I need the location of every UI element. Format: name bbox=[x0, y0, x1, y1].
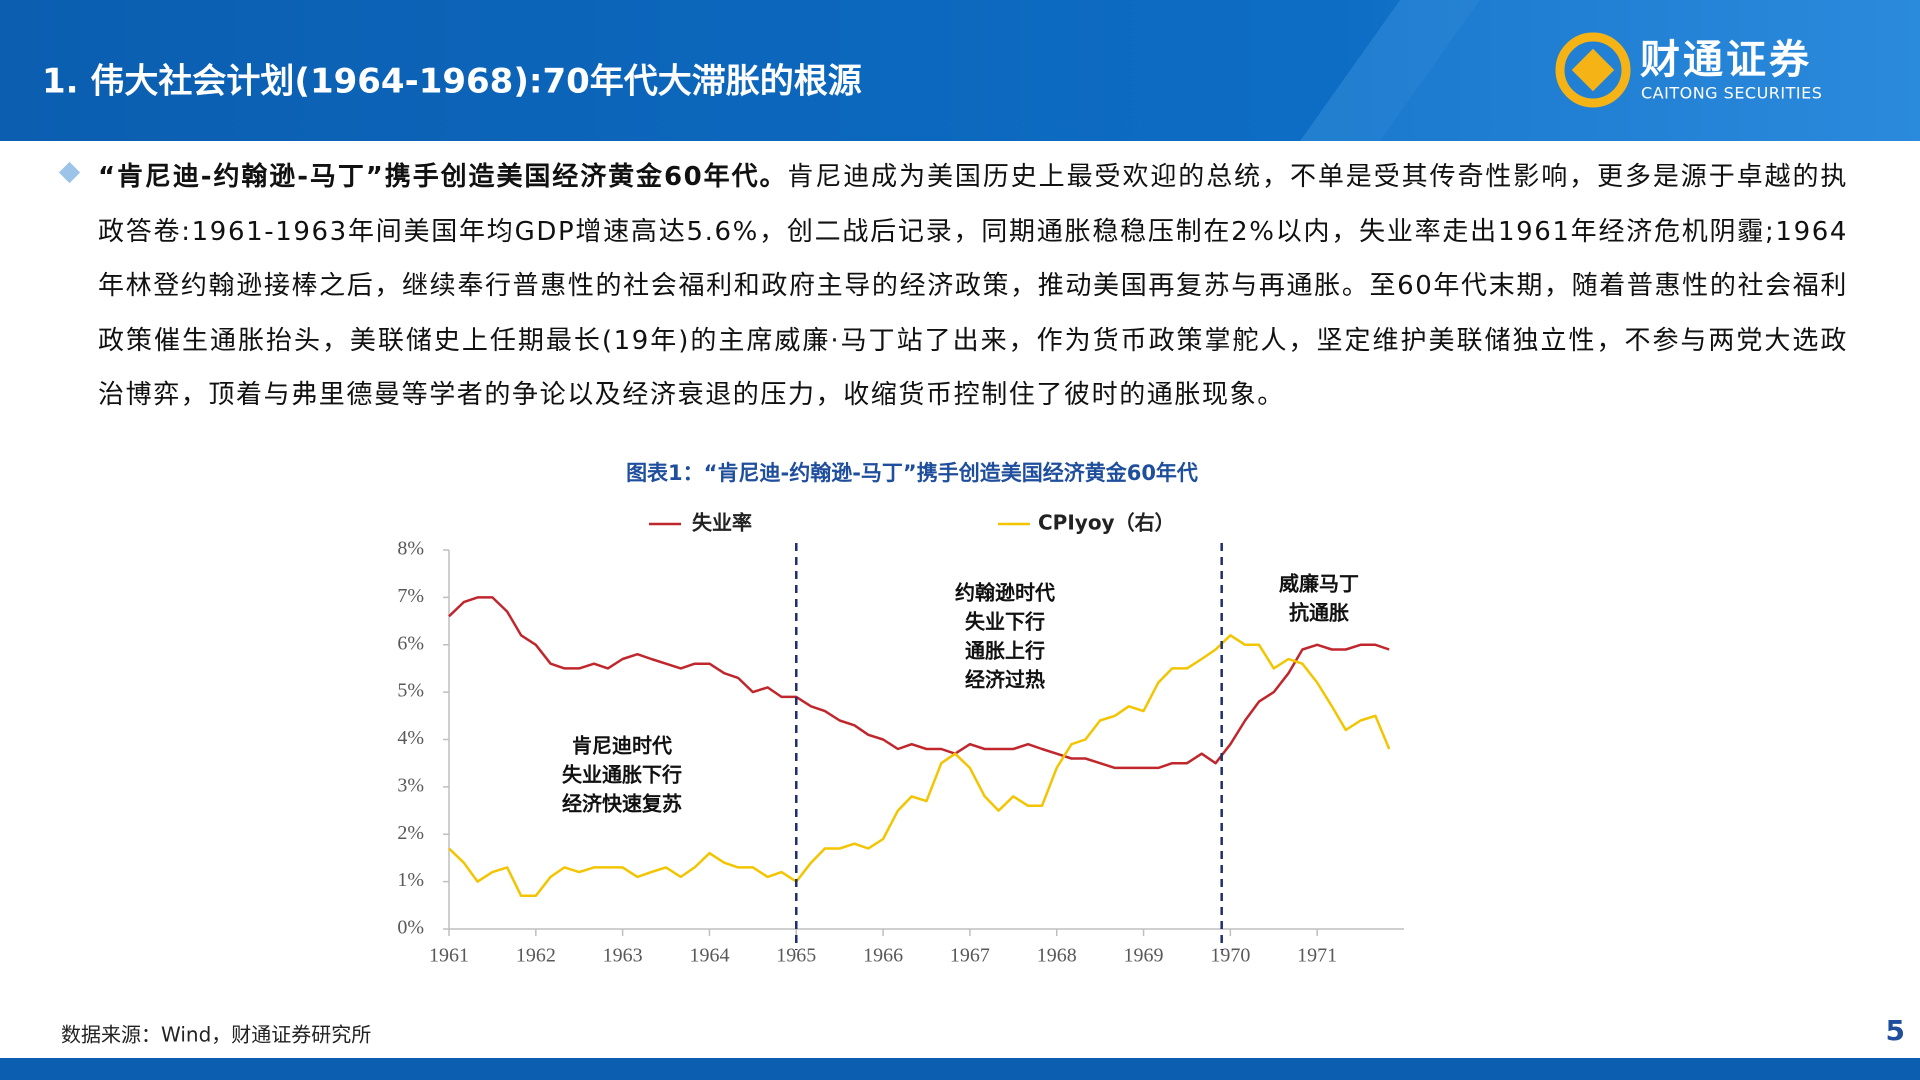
y-tick-label: 1% bbox=[397, 869, 424, 891]
legend-label: 失业率 bbox=[692, 511, 752, 535]
x-tick-label: 1963 bbox=[603, 945, 643, 967]
header-title: 1. 伟大社会计划(1964-1968):70年代大滞胀的根源 bbox=[42, 62, 862, 102]
annotation: 抗通胀 bbox=[1289, 601, 1349, 625]
y-tick-label: 5% bbox=[397, 680, 424, 702]
y-tick-label: 7% bbox=[397, 585, 424, 607]
header-stripe bbox=[1300, 0, 1480, 141]
x-tick-label: 1965 bbox=[776, 945, 816, 967]
y-tick-label: 6% bbox=[397, 632, 424, 654]
x-tick-label: 1964 bbox=[689, 945, 729, 967]
series-line bbox=[448, 634, 1391, 898]
y-tick-label: 4% bbox=[397, 727, 424, 749]
y-tick-label: 3% bbox=[397, 774, 424, 796]
chart-title: 图表1：“肯尼迪-约翰逊-马丁”携手创造美国经济黄金60年代 bbox=[626, 461, 1198, 485]
annotation: 经济快速复苏 bbox=[562, 792, 682, 816]
x-tick-label: 1968 bbox=[1037, 945, 1077, 967]
annotation: 失业通胀下行 bbox=[562, 763, 682, 787]
logo-text: 财通证券 bbox=[1640, 37, 1812, 83]
intro-body: 肯尼迪成为美国历史上最受欢迎的总统，不单是受其传奇性影响，更多是源于卓越的执政答… bbox=[98, 162, 1848, 410]
y-tick-label: 2% bbox=[397, 822, 424, 844]
intro-lead: “肯尼迪-约翰逊-马丁”携手创造美国经济黄金60年代。 bbox=[98, 162, 788, 192]
legend-label: CPIyoy（右） bbox=[1038, 511, 1175, 535]
header-stripe bbox=[1380, 0, 1920, 141]
annotation: 威廉马丁 bbox=[1279, 572, 1359, 596]
logo-icon bbox=[1555, 32, 1631, 108]
x-tick-label: 1971 bbox=[1297, 945, 1337, 967]
x-tick-label: 1962 bbox=[516, 945, 556, 967]
page-number: 5 bbox=[1886, 1014, 1905, 1047]
annotation: 通胀上行 bbox=[965, 639, 1045, 663]
annotation: 约翰逊时代 bbox=[955, 581, 1055, 605]
source-note: 数据来源：Wind，财通证券研究所 bbox=[61, 1023, 371, 1047]
annotation: 经济过热 bbox=[965, 668, 1045, 692]
footer-band bbox=[0, 1058, 1920, 1080]
x-tick-label: 1969 bbox=[1124, 945, 1164, 967]
logo-subtext: CAITONG SECURITIES bbox=[1641, 84, 1822, 103]
x-tick-label: 1966 bbox=[863, 945, 903, 967]
x-tick-label: 1961 bbox=[429, 945, 469, 967]
intro-paragraph: “肯尼迪-约翰逊-马丁”携手创造美国经济黄金60年代。肯尼迪成为美国历史上最受欢… bbox=[98, 150, 1848, 423]
x-tick-label: 1970 bbox=[1210, 945, 1250, 967]
annotation: 肯尼迪时代 bbox=[572, 734, 672, 758]
x-tick-label: 1967 bbox=[950, 945, 990, 967]
series-line bbox=[448, 596, 1390, 770]
y-tick-label: 0% bbox=[397, 917, 424, 939]
annotation: 失业下行 bbox=[965, 610, 1045, 634]
y-tick-label: 8% bbox=[397, 538, 424, 560]
